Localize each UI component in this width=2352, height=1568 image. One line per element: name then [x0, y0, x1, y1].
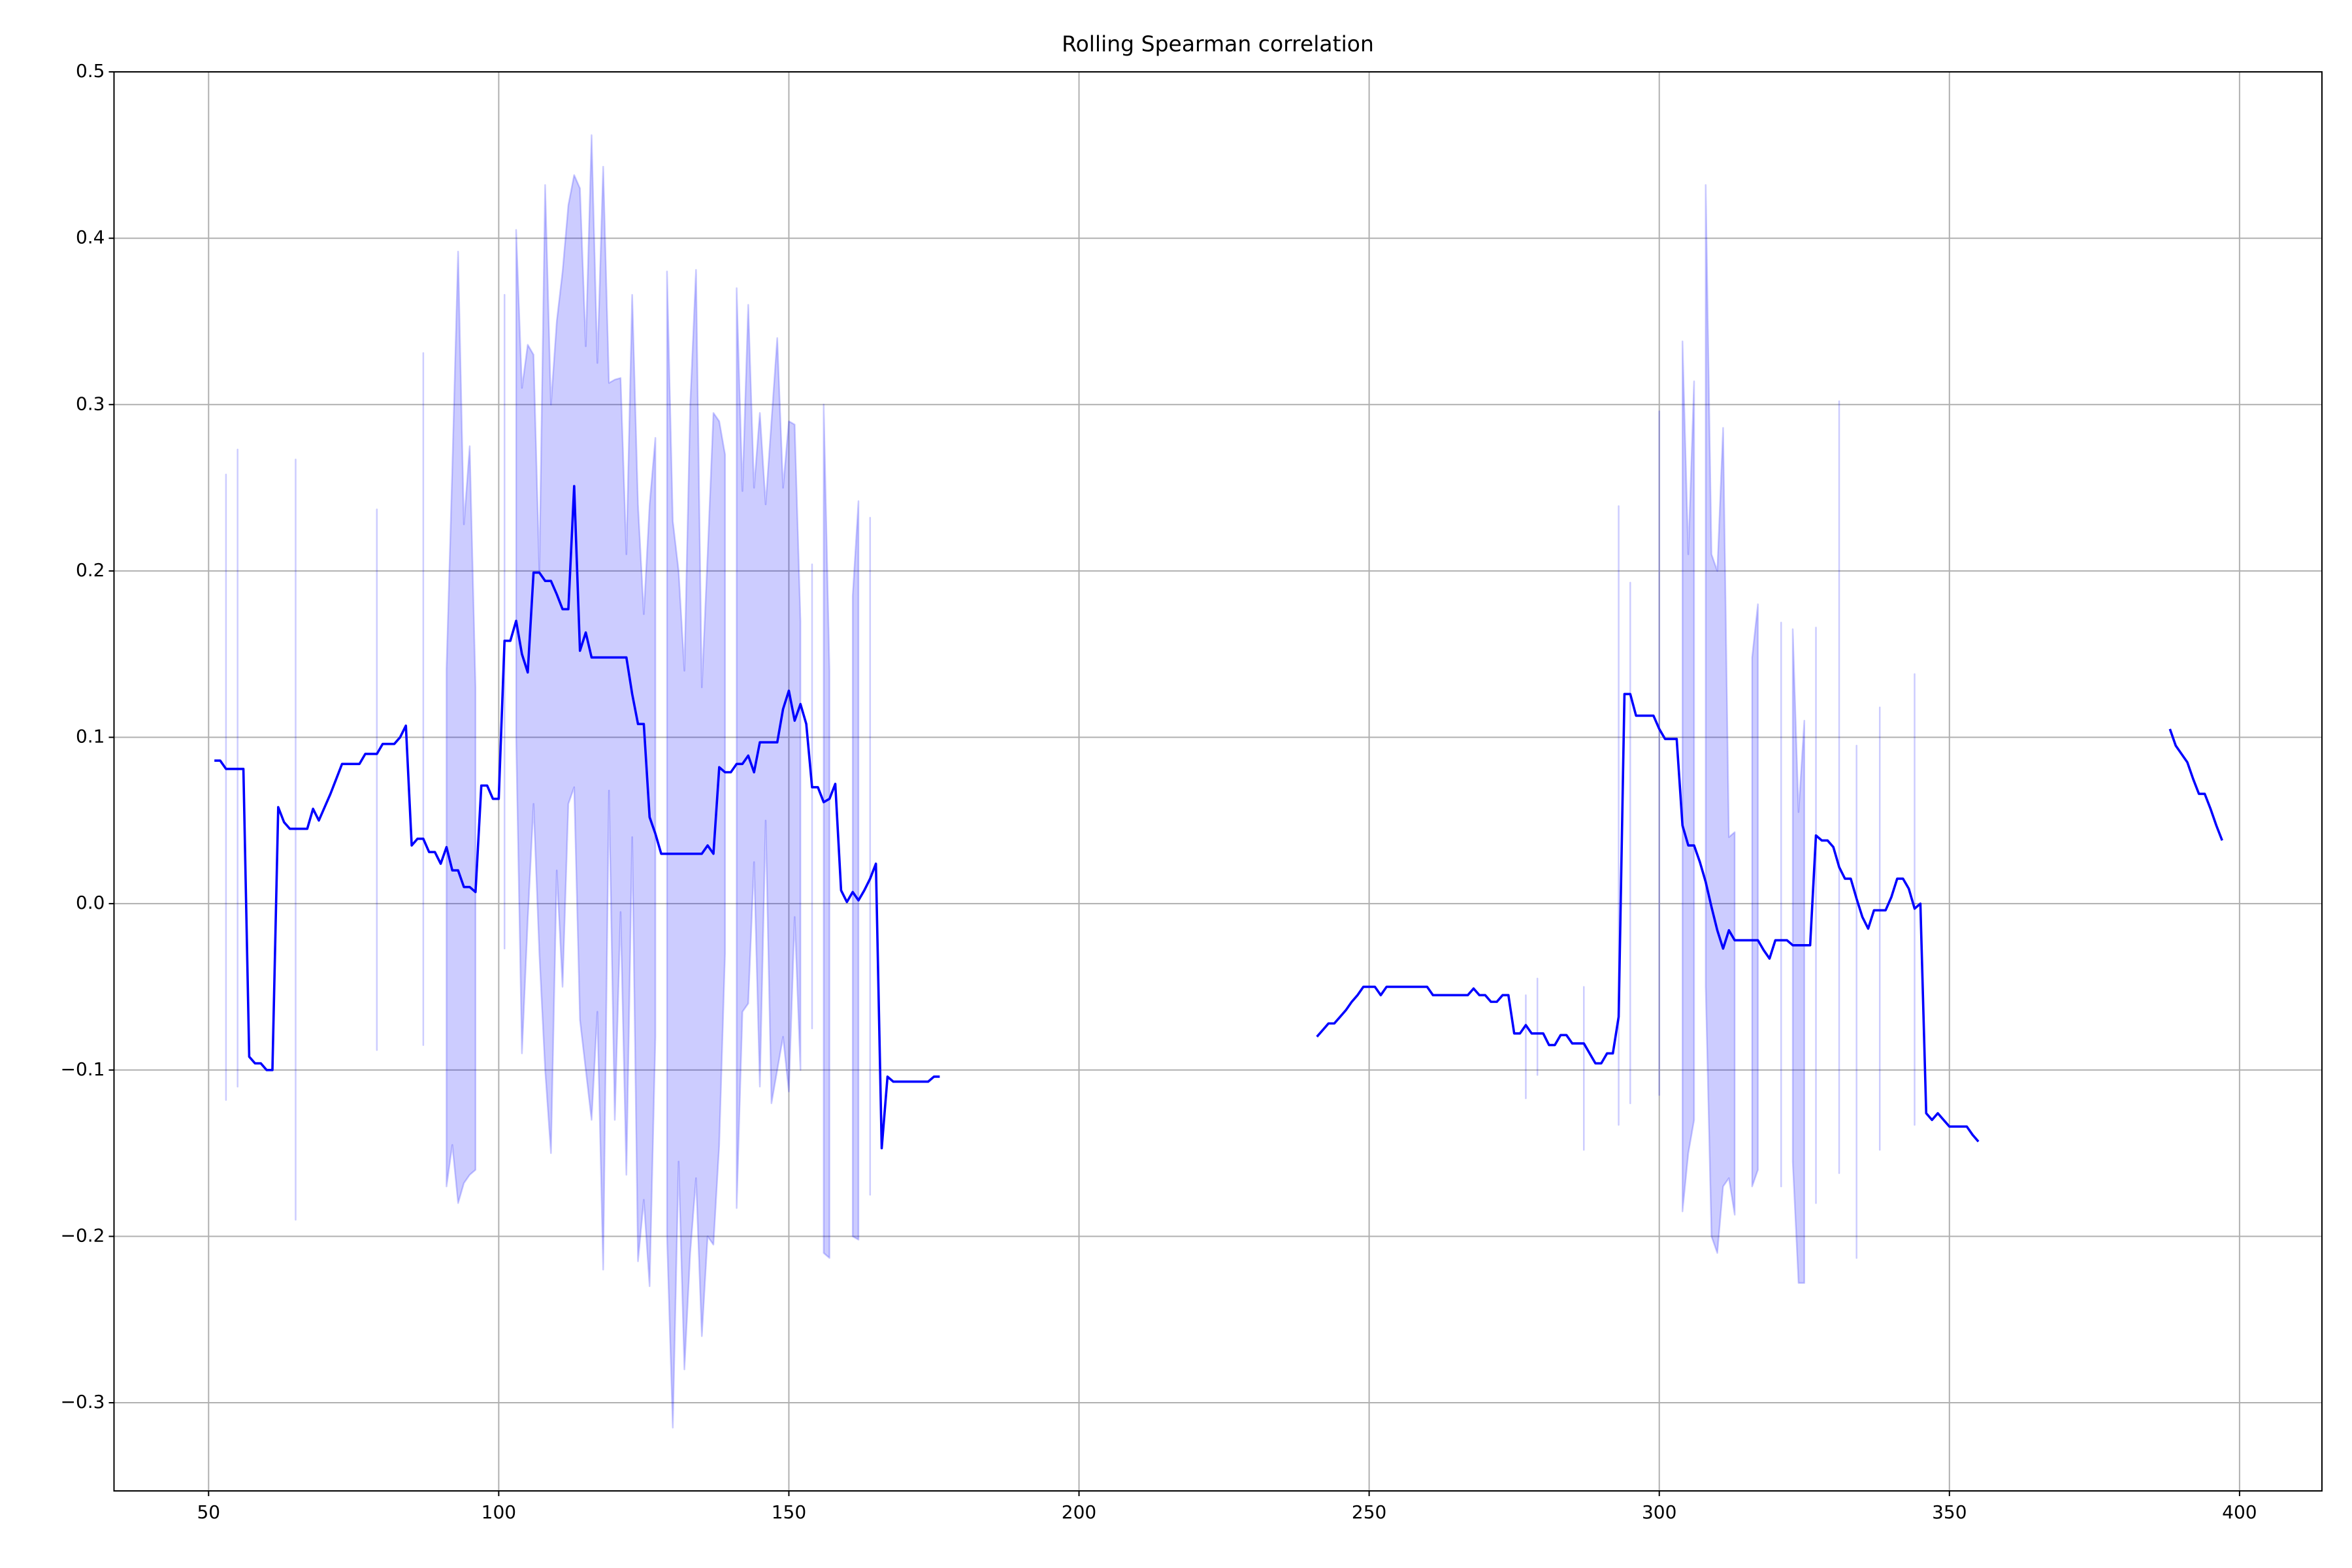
- y-tick-label: 0.5: [76, 60, 105, 82]
- y-tick-label: 0.4: [76, 227, 105, 248]
- x-tick-label: 250: [1352, 1501, 1386, 1523]
- x-tick-label: 200: [1062, 1501, 1096, 1523]
- confidence-band: [515, 134, 657, 1288]
- x-tick-label: 350: [1932, 1501, 1967, 1523]
- confidence-band: [1751, 603, 1759, 1188]
- line: [2168, 728, 2223, 841]
- line: [1316, 693, 1980, 1143]
- y-tick-label: −0.3: [61, 1391, 105, 1413]
- y-tick-label: 0.0: [76, 892, 105, 913]
- y-tick-label: 0.1: [76, 726, 105, 747]
- confidence-band: [851, 500, 860, 1241]
- confidence-band: [823, 404, 830, 1259]
- line: [214, 485, 940, 1150]
- y-tick-label: 0.3: [76, 393, 105, 414]
- x-tick-label: 300: [1642, 1501, 1676, 1523]
- confidence-band: [1681, 340, 1695, 1213]
- confidence-band: [446, 250, 477, 1204]
- confidence-band: [666, 269, 726, 1429]
- confidence-band: [736, 287, 802, 1209]
- y-tick-label: −0.2: [61, 1224, 105, 1246]
- y-tick-label: −0.1: [61, 1058, 105, 1080]
- confidence-band: [1791, 628, 1805, 1284]
- y-tick-label: 0.2: [76, 559, 105, 581]
- x-tick-label: 150: [772, 1501, 806, 1523]
- chart-title: Rolling Spearman correlation: [1062, 31, 1374, 57]
- confidence-band: [1705, 184, 1736, 1254]
- plot-frame: [113, 71, 2323, 1492]
- x-tick-label: 400: [2222, 1501, 2257, 1523]
- x-tick-label: 50: [197, 1501, 220, 1523]
- x-tick-label: 100: [482, 1501, 516, 1523]
